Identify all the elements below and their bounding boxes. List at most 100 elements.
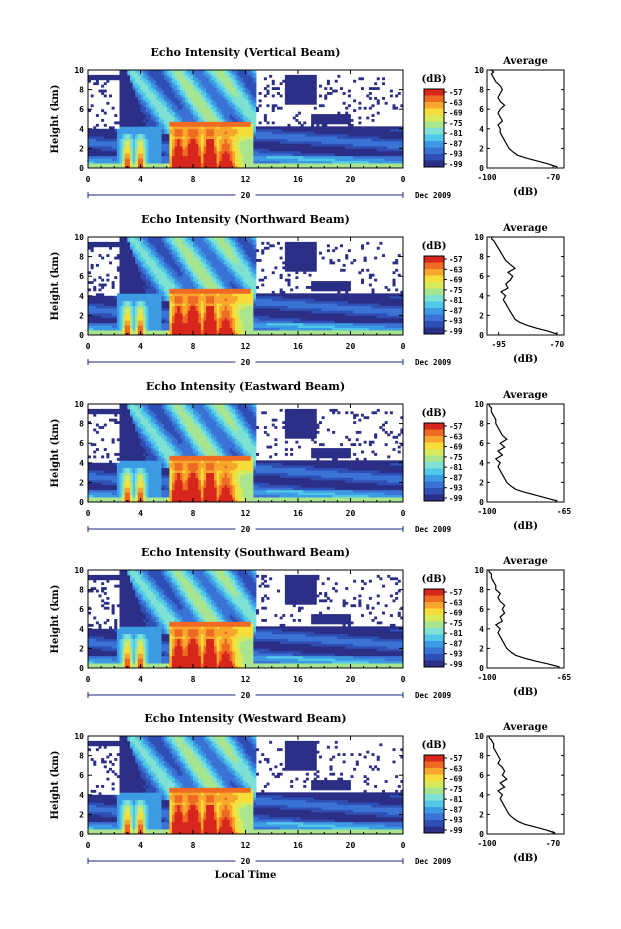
- heatmap-cell: [124, 114, 128, 117]
- heatmap-cell: [187, 141, 191, 144]
- heatmap-cell: [300, 145, 304, 149]
- heatmap-cell: [298, 96, 302, 100]
- heatmap-cell: [206, 126, 210, 130]
- heatmap-cell: [156, 300, 160, 304]
- heatmap-cell: [161, 259, 165, 262]
- heatmap-cell: [308, 94, 312, 98]
- heatmap-cell: [332, 128, 336, 132]
- heatmap-cell: [151, 317, 155, 321]
- heatmap-cell: [153, 288, 157, 292]
- heatmap-cell: [153, 74, 157, 78]
- heatmap-cell: [219, 109, 223, 113]
- heatmap-cell: [300, 141, 304, 144]
- heatmap-cell: [151, 94, 155, 98]
- heatmap-cell: [124, 298, 128, 302]
- heatmap-cell: [185, 312, 189, 316]
- heatmap-cell: [277, 138, 281, 142]
- heatmap-cell: [111, 143, 115, 147]
- heatmap-cell: [258, 145, 262, 149]
- heatmap-cell: [235, 133, 239, 137]
- heatmap-cell: [376, 163, 380, 166]
- heatmap-cell: [374, 150, 378, 154]
- heatmap-cell: [342, 153, 346, 157]
- heatmap-cell: [185, 315, 189, 319]
- heatmap-cell: [135, 148, 139, 152]
- heatmap-cell: [130, 123, 134, 127]
- heatmap-cell: [266, 145, 270, 149]
- heatmap-cell: [106, 298, 110, 302]
- heatmap-cell: [93, 332, 97, 336]
- heatmap-cell: [258, 138, 262, 142]
- heatmap-cell: [321, 121, 325, 125]
- heatmap-cell: [103, 325, 107, 329]
- heatmap-cell: [132, 128, 136, 132]
- heatmap-cell: [122, 163, 126, 166]
- heatmap-cell: [253, 104, 257, 108]
- heatmap-cell: [332, 116, 336, 120]
- heatmap-cell: [287, 99, 291, 103]
- colorbar-tick-label: -69: [449, 109, 463, 118]
- heatmap-cell: [185, 145, 189, 149]
- heatmap-cell: [235, 145, 239, 149]
- heatmap-cell: [156, 322, 160, 326]
- heatmap-cell: [103, 315, 107, 319]
- heatmap-cell: [135, 101, 139, 105]
- heatmap-cell: [127, 104, 131, 108]
- heatmap-cell: [245, 126, 249, 130]
- y-tick-label: 0: [79, 164, 84, 173]
- heatmap-cell: [130, 237, 134, 240]
- heatmap-cell: [172, 261, 176, 265]
- heatmap-cell: [195, 111, 199, 115]
- heatmap-cell: [271, 153, 275, 157]
- heatmap-cell: [389, 143, 393, 147]
- heatmap-cell: [179, 330, 183, 333]
- heatmap-cell: [193, 70, 197, 73]
- heatmap-cell: [145, 330, 149, 333]
- heatmap-cell: [253, 158, 257, 162]
- heatmap-cell: [266, 128, 270, 132]
- heatmap-cell: [169, 293, 173, 297]
- heatmap-cell: [122, 165, 126, 169]
- heatmap-cell: [316, 126, 320, 130]
- heatmap-cell: [122, 310, 126, 314]
- heatmap-cell: [271, 148, 275, 152]
- heatmap-cell: [143, 244, 147, 248]
- heatmap-cell: [166, 290, 170, 294]
- heatmap-cell: [300, 96, 304, 100]
- heatmap-cell: [103, 300, 107, 304]
- heatmap-cell: [324, 119, 328, 122]
- heatmap-cell: [203, 104, 207, 108]
- heatmap-cell: [116, 317, 120, 321]
- heatmap-cell: [395, 158, 399, 162]
- heatmap-cell: [101, 133, 105, 137]
- heatmap-cell: [130, 281, 134, 284]
- heatmap-cell: [208, 145, 212, 149]
- heatmap-cell: [332, 119, 336, 122]
- heatmap-cell: [232, 116, 236, 120]
- heatmap-cell: [250, 138, 254, 142]
- heatmap-cell: [269, 126, 273, 130]
- heatmap-cell: [211, 99, 215, 103]
- heatmap-cell: [242, 160, 246, 164]
- heatmap-cell: [153, 87, 157, 90]
- heatmap-cell: [245, 163, 249, 166]
- heatmap-cell: [174, 308, 178, 311]
- heatmap-cell: [229, 111, 233, 115]
- heatmap-cell: [143, 271, 147, 275]
- heatmap-cell: [143, 165, 147, 169]
- heatmap-cell: [164, 136, 168, 139]
- heatmap-cell: [227, 150, 231, 154]
- heatmap-cell: [337, 128, 341, 132]
- heatmap-cell: [319, 160, 323, 164]
- heatmap-cell: [137, 165, 141, 169]
- heatmap-cell: [303, 145, 307, 149]
- heatmap-cell: [101, 298, 105, 302]
- heatmap-cell: [151, 254, 155, 257]
- heatmap-cell: [122, 148, 126, 152]
- heatmap-cell: [240, 101, 244, 105]
- heatmap-cell: [376, 141, 380, 144]
- heatmap-cell: [261, 165, 265, 169]
- heatmap-cell: [340, 138, 344, 142]
- heatmap-cell: [135, 254, 139, 257]
- heatmap-cell: [172, 119, 176, 122]
